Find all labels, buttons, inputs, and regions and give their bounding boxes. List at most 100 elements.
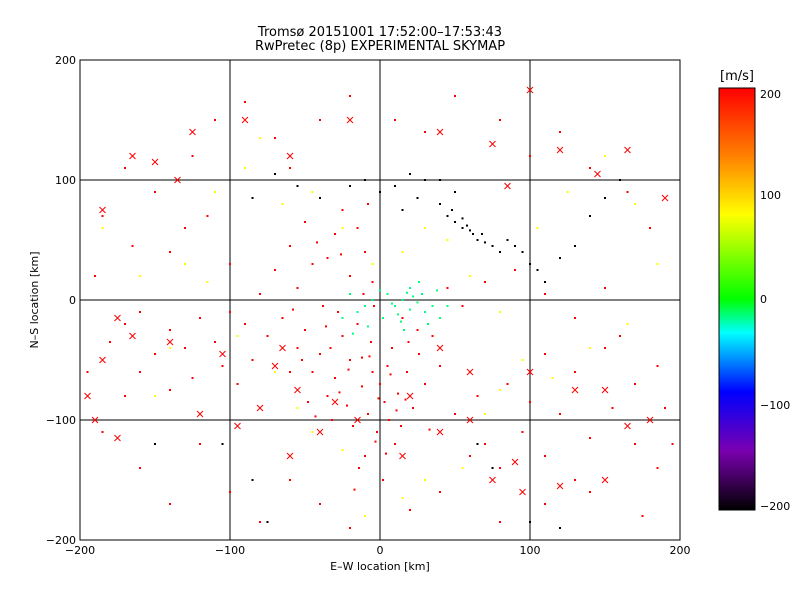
data-point-dot xyxy=(529,401,531,403)
data-point-x-marker xyxy=(466,368,474,376)
data-point-dot xyxy=(371,371,374,373)
data-point-x-marker xyxy=(399,452,406,460)
data-point-x-marker xyxy=(354,416,361,424)
data-point-dot xyxy=(274,173,276,175)
data-point-x-marker xyxy=(504,182,511,190)
data-point-dot xyxy=(154,353,156,355)
data-point-dot xyxy=(311,191,314,193)
data-point-dot xyxy=(626,323,629,325)
colorbar xyxy=(718,87,756,511)
data-point-x-marker xyxy=(166,338,174,346)
data-point-dot xyxy=(409,287,411,289)
data-point-x-marker xyxy=(234,422,241,430)
data-point-dot xyxy=(139,311,141,313)
data-point-x-marker xyxy=(601,476,609,484)
data-point-dot xyxy=(244,167,246,169)
data-point-dot xyxy=(340,253,342,256)
data-point-dot xyxy=(304,329,306,331)
data-point-dot xyxy=(281,203,284,205)
data-point-dot xyxy=(154,443,156,445)
data-point-dot xyxy=(446,239,449,241)
data-point-dot xyxy=(367,203,369,205)
data-point-dot xyxy=(124,167,126,169)
data-point-dot xyxy=(169,389,171,391)
y-tick-label: 100 xyxy=(55,174,76,187)
data-point-dot xyxy=(424,479,426,481)
data-point-dot xyxy=(101,227,104,229)
data-point-dot xyxy=(229,491,231,493)
data-point-dot xyxy=(656,365,659,367)
data-point-dot xyxy=(499,311,501,313)
data-point-x-marker xyxy=(594,170,601,178)
data-point-dot xyxy=(311,371,314,373)
data-point-x-marker xyxy=(489,476,496,484)
data-point-dot xyxy=(379,383,381,385)
data-point-dot xyxy=(671,443,674,445)
data-point-x-marker xyxy=(436,428,444,436)
data-point-dot xyxy=(461,227,464,229)
data-point-dot xyxy=(397,313,399,316)
data-point-dot xyxy=(385,452,387,455)
data-point-dot xyxy=(352,425,354,427)
data-point-dot xyxy=(611,407,614,409)
data-point-dot xyxy=(296,347,299,349)
data-point-dot xyxy=(289,245,291,247)
data-point-dot xyxy=(454,95,456,97)
data-point-dot xyxy=(214,341,216,343)
data-point-x-marker xyxy=(571,386,579,394)
data-point-dot xyxy=(472,233,474,235)
data-point-x-marker xyxy=(316,428,324,436)
data-point-x-marker xyxy=(556,482,564,490)
y-tick-label: −100 xyxy=(46,414,76,427)
data-point-dot xyxy=(619,179,621,181)
data-point-dot xyxy=(436,289,438,292)
colorbar-tick-label: −100 xyxy=(760,399,790,412)
data-point-x-marker xyxy=(129,332,136,340)
data-point-dot xyxy=(109,341,111,343)
data-point-dot xyxy=(389,373,392,376)
data-point-dot xyxy=(544,353,546,355)
data-point-dot xyxy=(301,359,303,361)
data-point-dot xyxy=(424,131,426,133)
data-point-dot xyxy=(634,203,636,205)
colorbar-label: [m/s] xyxy=(720,69,754,84)
data-point-dot xyxy=(214,191,216,193)
data-point-dot xyxy=(589,215,591,217)
data-point-dot xyxy=(536,227,539,229)
data-point-dot xyxy=(214,119,216,121)
data-point-dot xyxy=(466,224,468,227)
data-point-dot xyxy=(349,275,351,277)
data-point-dot xyxy=(364,251,366,253)
data-point-dot xyxy=(307,401,309,403)
data-point-dot xyxy=(649,227,651,229)
data-point-dot xyxy=(353,488,356,491)
data-point-dot xyxy=(371,299,374,301)
data-point-dot xyxy=(391,347,393,349)
data-point-x-marker xyxy=(99,356,106,364)
data-point-x-marker xyxy=(406,392,414,400)
data-point-x-marker xyxy=(489,140,496,148)
data-point-dot xyxy=(329,347,332,349)
data-point-dot xyxy=(319,353,321,355)
data-point-dot xyxy=(491,245,494,247)
data-point-dot xyxy=(656,467,659,469)
colorbar-tick-label: 200 xyxy=(760,88,781,101)
data-point-dot xyxy=(289,371,291,373)
colorbar-tick-labels: 200 100 0 −100 −200 xyxy=(760,88,790,513)
data-point-dot xyxy=(221,365,224,367)
data-point-dot xyxy=(371,263,374,265)
data-point-dot xyxy=(377,397,380,400)
data-point-dot xyxy=(446,215,449,217)
data-point-dot xyxy=(334,377,336,379)
data-point-dot xyxy=(499,389,501,391)
data-point-x-marker xyxy=(331,398,339,406)
data-point-x-marker xyxy=(646,416,654,424)
data-point-dot xyxy=(388,419,390,421)
data-point-dot xyxy=(439,317,441,319)
data-point-dot xyxy=(394,443,396,445)
data-point-dot xyxy=(454,191,456,193)
data-point-dot xyxy=(352,332,354,335)
data-point-dot xyxy=(199,443,201,445)
y-tick-label: 200 xyxy=(55,54,76,67)
data-point-dot xyxy=(521,251,524,253)
